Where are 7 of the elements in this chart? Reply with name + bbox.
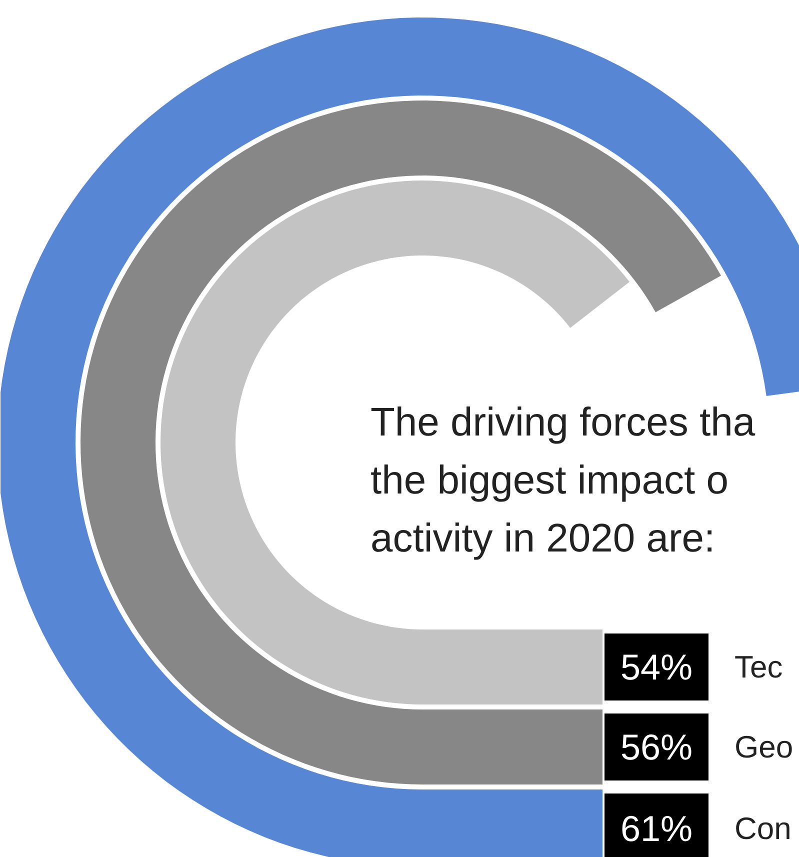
data-label: 56% <box>620 726 693 768</box>
category-label: Con <box>734 811 792 846</box>
category-label: Geo <box>734 730 794 764</box>
text: The driving forces tha the biggest impact o activity in 2020 are: <box>370 400 756 560</box>
data-label: 54% <box>620 646 693 688</box>
category-label: Tec <box>734 650 783 684</box>
data-label: 61% <box>620 808 693 849</box>
